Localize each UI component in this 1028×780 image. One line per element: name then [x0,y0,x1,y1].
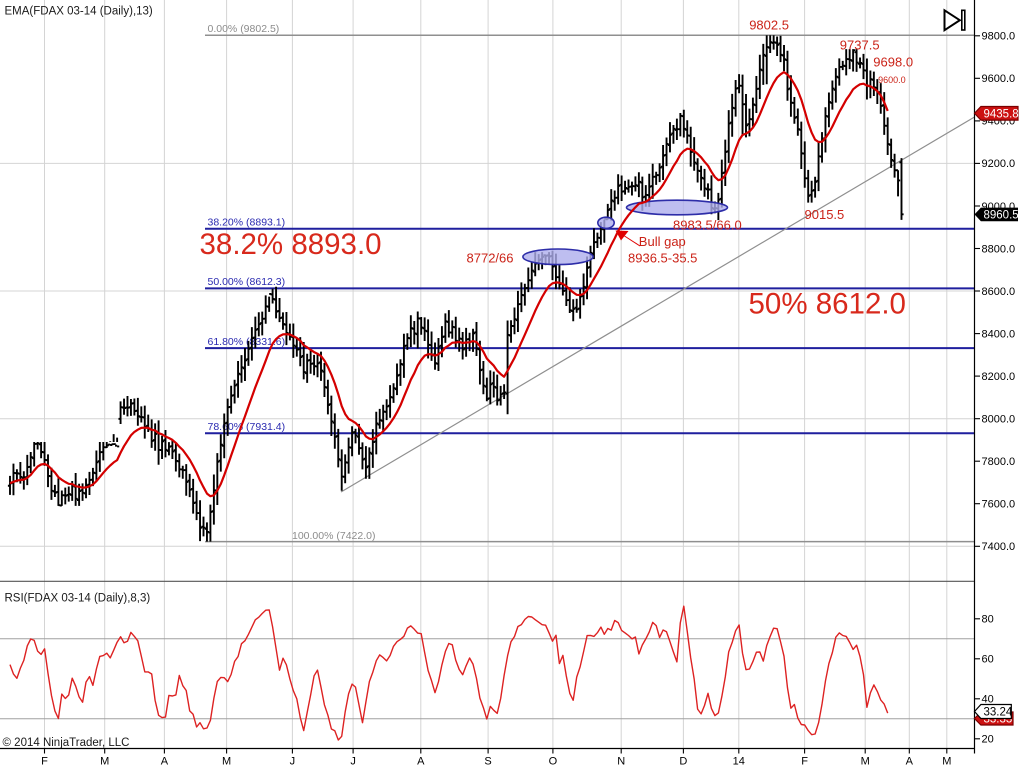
svg-text:8000.0: 8000.0 [982,414,1016,426]
svg-text:8600.0: 8600.0 [982,286,1016,298]
svg-text:J: J [290,756,296,768]
svg-text:7600.0: 7600.0 [982,499,1016,511]
svg-text:14: 14 [733,756,745,768]
svg-text:8983.5/66.0: 8983.5/66.0 [673,218,742,233]
svg-text:M: M [861,756,870,768]
svg-text:60: 60 [982,654,994,666]
svg-text:9600.0: 9600.0 [878,75,906,85]
svg-text:8960.5: 8960.5 [984,210,1019,222]
svg-text:M: M [942,756,951,768]
svg-text:A: A [161,756,169,768]
svg-text:M: M [100,756,109,768]
svg-text:40: 40 [982,694,994,706]
svg-text:N: N [617,756,625,768]
svg-text:M: M [222,756,231,768]
svg-text:50.00% (8612.3): 50.00% (8612.3) [208,276,286,288]
svg-text:Bull gap: Bull gap [639,234,686,249]
svg-text:8772/66: 8772/66 [467,251,514,266]
svg-text:J: J [350,756,356,768]
svg-text:F: F [41,756,48,768]
svg-text:9600.0: 9600.0 [982,73,1016,85]
svg-text:F: F [801,756,808,768]
svg-text:D: D [679,756,687,768]
svg-text:A: A [906,756,914,768]
svg-text:20: 20 [982,734,994,746]
svg-text:100.00% (7422.0): 100.00% (7422.0) [292,530,375,542]
svg-text:9200.0: 9200.0 [982,158,1016,170]
svg-text:38.2% 8893.0: 38.2% 8893.0 [200,228,382,261]
svg-text:© 2014 NinjaTrader, LLC: © 2014 NinjaTrader, LLC [3,737,130,749]
svg-text:7400.0: 7400.0 [982,541,1016,553]
svg-text:0.00% (9802.5): 0.00% (9802.5) [208,23,280,35]
svg-text:8800.0: 8800.0 [982,243,1016,255]
svg-text:8200.0: 8200.0 [982,371,1016,383]
svg-text:9737.5: 9737.5 [840,38,880,53]
svg-text:33.24: 33.24 [984,707,1013,719]
svg-text:9435.8: 9435.8 [984,109,1019,121]
svg-text:38.20% (8893.1): 38.20% (8893.1) [208,217,286,229]
svg-text:50% 8612.0: 50% 8612.0 [749,288,906,321]
svg-text:8400.0: 8400.0 [982,328,1016,340]
svg-text:9015.5: 9015.5 [805,207,845,222]
svg-text:S: S [484,756,491,768]
svg-text:EMA(FDAX 03-14 (Daily),13): EMA(FDAX 03-14 (Daily),13) [5,6,153,18]
svg-text:9698.0: 9698.0 [873,55,913,70]
svg-text:A: A [417,756,425,768]
svg-text:7800.0: 7800.0 [982,456,1016,468]
svg-text:80: 80 [982,614,994,626]
svg-text:61.80% (8331.6): 61.80% (8331.6) [208,336,286,348]
svg-text:9802.5: 9802.5 [749,18,789,33]
svg-text:9800.0: 9800.0 [982,31,1016,43]
svg-text:78.60% (7931.4): 78.60% (7931.4) [208,421,286,433]
svg-text:RSI(FDAX 03-14 (Daily),8,3): RSI(FDAX 03-14 (Daily),8,3) [5,593,151,605]
svg-text:O: O [549,756,558,768]
svg-text:8936.5-35.5: 8936.5-35.5 [628,251,697,266]
